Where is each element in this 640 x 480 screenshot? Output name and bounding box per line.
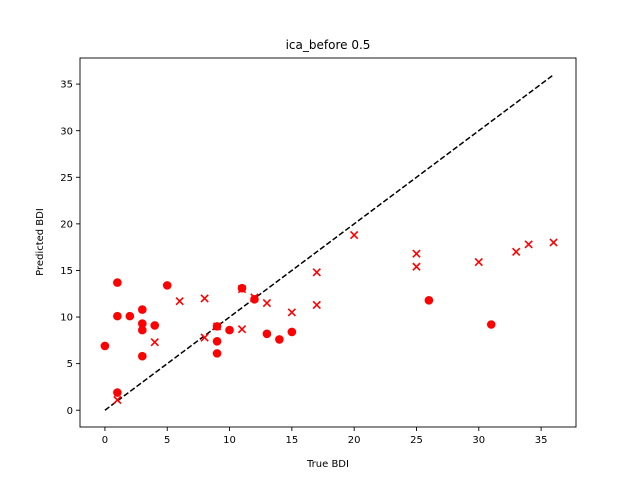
data-point-circle (287, 327, 297, 337)
data-point-circle (125, 311, 135, 321)
y-tick-label: 0 (67, 406, 73, 417)
y-tick-label: 20 (60, 219, 73, 230)
y-tick-label: 25 (60, 173, 73, 184)
data-point-x (237, 284, 247, 294)
data-point-circle (100, 341, 110, 351)
data-point-circle (424, 295, 434, 305)
x-tick-label: 35 (535, 435, 548, 446)
y-tick-label: 5 (67, 359, 73, 370)
data-point-x (524, 240, 533, 249)
y-axis-label: Predicted BDI (35, 208, 46, 276)
x-tick-label: 0 (102, 435, 108, 446)
data-point-x (287, 308, 297, 317)
data-point-circle (113, 388, 122, 397)
data-point-circle (250, 295, 259, 304)
data-point-x (175, 297, 184, 306)
data-point-circle (275, 335, 284, 344)
data-point-circle (225, 325, 234, 335)
data-point-x (200, 294, 209, 303)
data-point-x (262, 298, 272, 308)
data-point-circle (138, 351, 147, 361)
data-point-x (200, 333, 209, 342)
y-tick-label: 10 (60, 313, 73, 324)
data-point-circle (162, 281, 172, 290)
data-point-x (113, 395, 122, 405)
data-point-circle (138, 325, 147, 335)
data-point-circle (138, 319, 147, 328)
data-point-circle (212, 336, 222, 346)
y-tick-label: 30 (60, 126, 73, 137)
chart-title: ica_before 0.5 (286, 38, 371, 52)
data-point-x (512, 247, 521, 256)
x-tick-label: 30 (472, 435, 485, 446)
x-tick-label: 10 (223, 435, 236, 446)
data-point-x (237, 324, 247, 334)
data-point-circle (486, 320, 496, 329)
data-point-x (250, 293, 259, 302)
data-point-x (474, 257, 483, 267)
plot-area: 0 5 10 15 20 25 30 35 0 5 10 15 20 25 30 35 (60, 57, 577, 446)
axes-frame (79, 57, 577, 428)
x-tick-label: 20 (348, 435, 361, 446)
x-tick-label: 15 (285, 435, 298, 446)
data-point-x (350, 230, 359, 240)
data-point-circle (262, 329, 272, 339)
data-point-x (312, 268, 321, 277)
data-point-circle (138, 305, 147, 314)
data-point-x (312, 300, 321, 310)
data-point-x (150, 338, 159, 347)
x-axis-label: True BDI (306, 459, 349, 470)
x-tick-label: 25 (410, 435, 423, 446)
data-point-circle (212, 349, 222, 358)
x-tick-label: 5 (164, 435, 170, 446)
data-point-x (212, 322, 222, 331)
data-point-x (549, 238, 558, 247)
data-point-x (412, 249, 421, 258)
data-point-circle (150, 321, 160, 330)
reference-line (104, 74, 555, 411)
y-tick-label: 15 (60, 266, 73, 277)
data-point-circle (113, 311, 122, 321)
y-tick-label: 35 (60, 80, 73, 91)
data-point-x (412, 262, 421, 271)
data-point-circle (113, 278, 122, 287)
